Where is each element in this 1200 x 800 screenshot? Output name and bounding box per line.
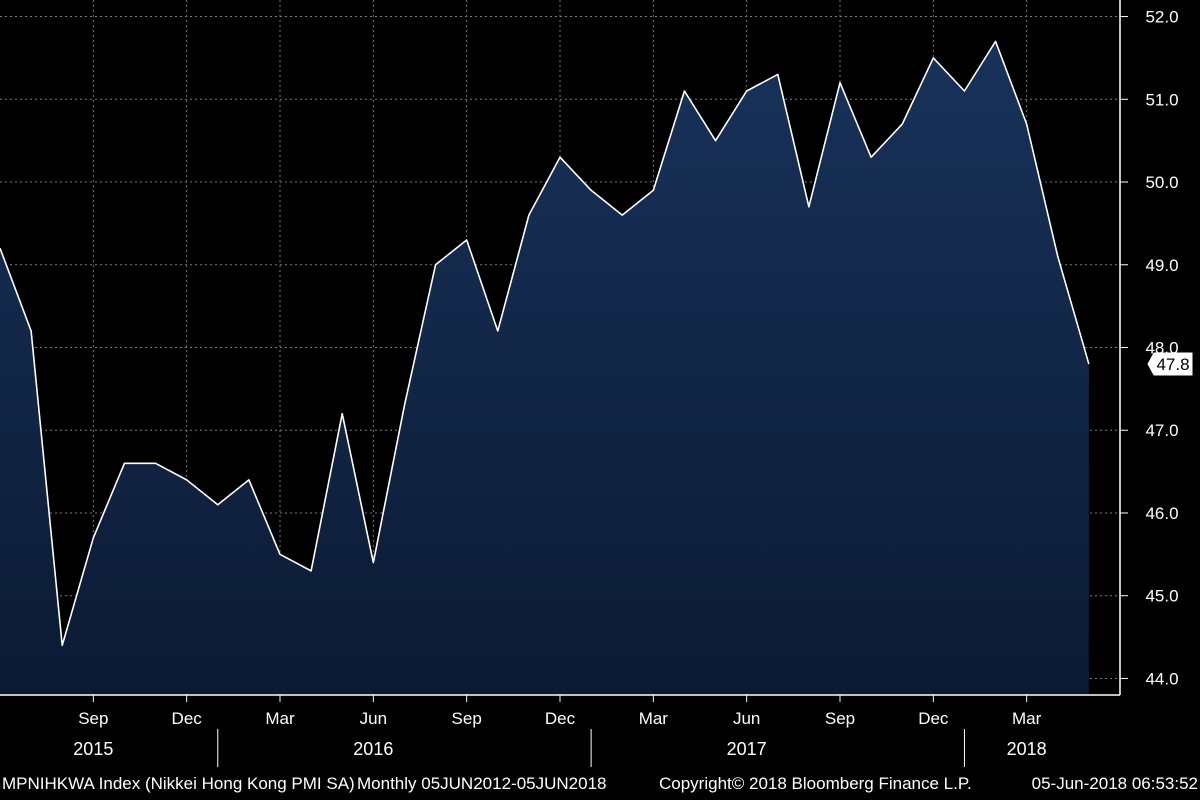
x-tick-label: Jun — [360, 709, 387, 728]
last-value-label: 47.8 — [1156, 355, 1189, 374]
x-tick-label: Sep — [452, 709, 482, 728]
footer-timestamp: 05-Jun-2018 06:53:52 — [1032, 774, 1198, 793]
series-fill — [0, 41, 1089, 696]
x-year-label: 2016 — [353, 739, 393, 759]
x-tick-label: Mar — [639, 709, 669, 728]
x-tick-label: Dec — [172, 709, 203, 728]
y-tick-label: 50.0 — [1145, 173, 1178, 192]
y-tick-label: 52.0 — [1145, 8, 1178, 27]
series-area — [0, 40, 1090, 696]
y-tick-label: 49.0 — [1145, 256, 1178, 275]
y-tick-label: 46.0 — [1145, 504, 1178, 523]
x-tick-label: Mar — [1012, 709, 1042, 728]
series-line — [0, 40, 1090, 647]
y-tick-label: 44.0 — [1145, 669, 1178, 688]
x-tick-label: Sep — [78, 709, 108, 728]
footer-range: Monthly 05JUN2012-05JUN2018 — [357, 774, 606, 793]
x-tick-label: Mar — [265, 709, 295, 728]
y-tick-label: 47.0 — [1145, 421, 1178, 440]
x-tick-label: Jun — [733, 709, 760, 728]
x-year-label: 2018 — [1007, 739, 1047, 759]
axes — [0, 0, 1128, 767]
y-tick-label: 45.0 — [1145, 587, 1178, 606]
x-tick-label: Sep — [825, 709, 855, 728]
footer: MPNIHKWA Index (Nikkei Hong Kong PMI SA)… — [2, 774, 1198, 793]
x-year-label: 2017 — [727, 739, 767, 759]
footer-ticker: MPNIHKWA Index (Nikkei Hong Kong PMI SA) — [2, 774, 355, 793]
x-tick-label: Dec — [918, 709, 949, 728]
x-year-label: 2015 — [73, 739, 113, 759]
footer-copyright: Copyright© 2018 Bloomberg Finance L.P. — [659, 774, 972, 793]
x-tick-label: Dec — [545, 709, 576, 728]
last-value-badge — [1147, 352, 1193, 376]
y-tick-label: 51.0 — [1145, 90, 1178, 109]
